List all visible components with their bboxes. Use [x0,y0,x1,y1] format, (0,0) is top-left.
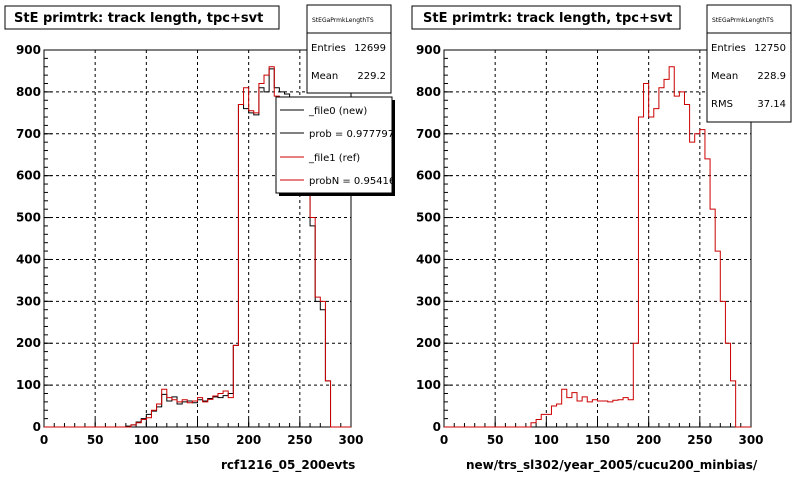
right-title: StE primtrk: track length, tpc+svt [423,11,672,26]
right-y-tick-label: 800 [416,85,441,99]
right-x-tick-label: 200 [636,433,661,447]
left-y-tick-label: 200 [16,336,41,350]
right-x-tick-label: 50 [487,433,504,447]
right-y-tick-label: 600 [416,169,441,183]
right-title-box [411,5,681,30]
left-title-box [4,5,280,30]
right-x-tick-labels: 0 50 100 150 200 250 300 [440,419,764,447]
left-y-tick-label: 800 [16,85,41,99]
left-title: StE primtrk: track length, tpc+svt [14,11,263,26]
right-stats-entries-value: 12750 [754,43,786,54]
right-stats-box: StEGaPrmkLengthTS Entries 12750 Mean 228… [706,4,792,123]
right-y-tick-labels: 0 100 200 300 400 500 600 700 800 900 [416,43,452,434]
left-x-tick-label: 150 [185,433,210,447]
left-stats-mean-label: Mean [311,71,338,82]
right-x-axis-label: new/trs_sl302/year_2005/cucu200_minbias/ [466,458,758,473]
left-y-tick-label: 100 [16,378,41,392]
left-y-tick-label: 300 [16,294,41,308]
right-stats-rms-label: RMS [711,99,733,110]
left-x-axis-label: rcf1216_05_200evts [221,458,355,473]
left-x-tick-label: 200 [236,433,261,447]
right-x-tick-label: 0 [440,433,448,447]
left-x-tick-label: 50 [87,433,104,447]
left-y-tick-label: 900 [16,43,41,57]
left-y-tick-label: 400 [16,252,41,266]
right-stats-mean-value: 228.9 [757,71,786,82]
right-histogram-series-0 [444,66,751,428]
left-y-tick-label: 700 [16,127,41,141]
left-legend: _file0 (new) prob = 0.977797 _file1 (ref… [275,96,402,196]
right-x-tick-label: 250 [687,433,712,447]
legend-entry-probN: probN = 0.954169 [309,176,402,187]
left-stats-entries-value: 12699 [354,43,386,54]
right-x-tick-label: 300 [738,433,763,447]
right-y-tick-label: 400 [416,252,441,266]
left-x-tick-label: 0 [40,433,48,447]
right-x-tick-label: 100 [534,433,559,447]
right-y-tick-label: 100 [416,378,441,392]
right-stats-mean-label: Mean [711,71,738,82]
left-x-tick-label: 250 [287,433,312,447]
right-stats-name: StEGaPrmkLengthTS [712,17,774,24]
legend-entry-prob: prob = 0.977797 [309,129,394,140]
legend-entry-file1: _file1 (ref) [308,153,360,164]
left-y-tick-label: 500 [16,211,41,225]
left-stats-entries-label: Entries [311,43,346,54]
left-stats-box: StEGaPrmkLengthTS Entries 12699 Mean 229… [306,4,392,94]
right-y-tick-label: 200 [416,336,441,350]
right-stats-entries-label: Entries [711,43,746,54]
right-y-tick-label: 700 [416,127,441,141]
right-y-tick-label: 300 [416,294,441,308]
right-y-tick-label: 900 [416,43,441,57]
left-stats-name: StEGaPrmkLengthTS [312,17,374,24]
right-grid [444,50,751,427]
right-x-tick-label: 150 [585,433,610,447]
left-stats-mean-value: 229.2 [357,71,386,82]
left-y-tick-label: 0 [33,420,41,434]
legend-entry-file0: _file0 (new) [308,106,367,117]
left-panel: StE primtrk: track length, tpc+svt 0 100 2… [4,4,402,473]
left-x-tick-label: 300 [338,433,363,447]
right-y-tick-label: 500 [416,211,441,225]
right-histograms [444,66,751,428]
left-y-tick-label: 600 [16,169,41,183]
left-x-tick-label: 100 [134,433,159,447]
right-y-tick-label: 0 [433,420,441,434]
right-panel: StE primtrk: track length, tpc+svt 0 100 2… [411,4,792,473]
left-x-tick-labels: 0 50 100 150 200 250 300 [40,419,364,447]
right-stats-rms-value: 37.14 [757,99,786,110]
